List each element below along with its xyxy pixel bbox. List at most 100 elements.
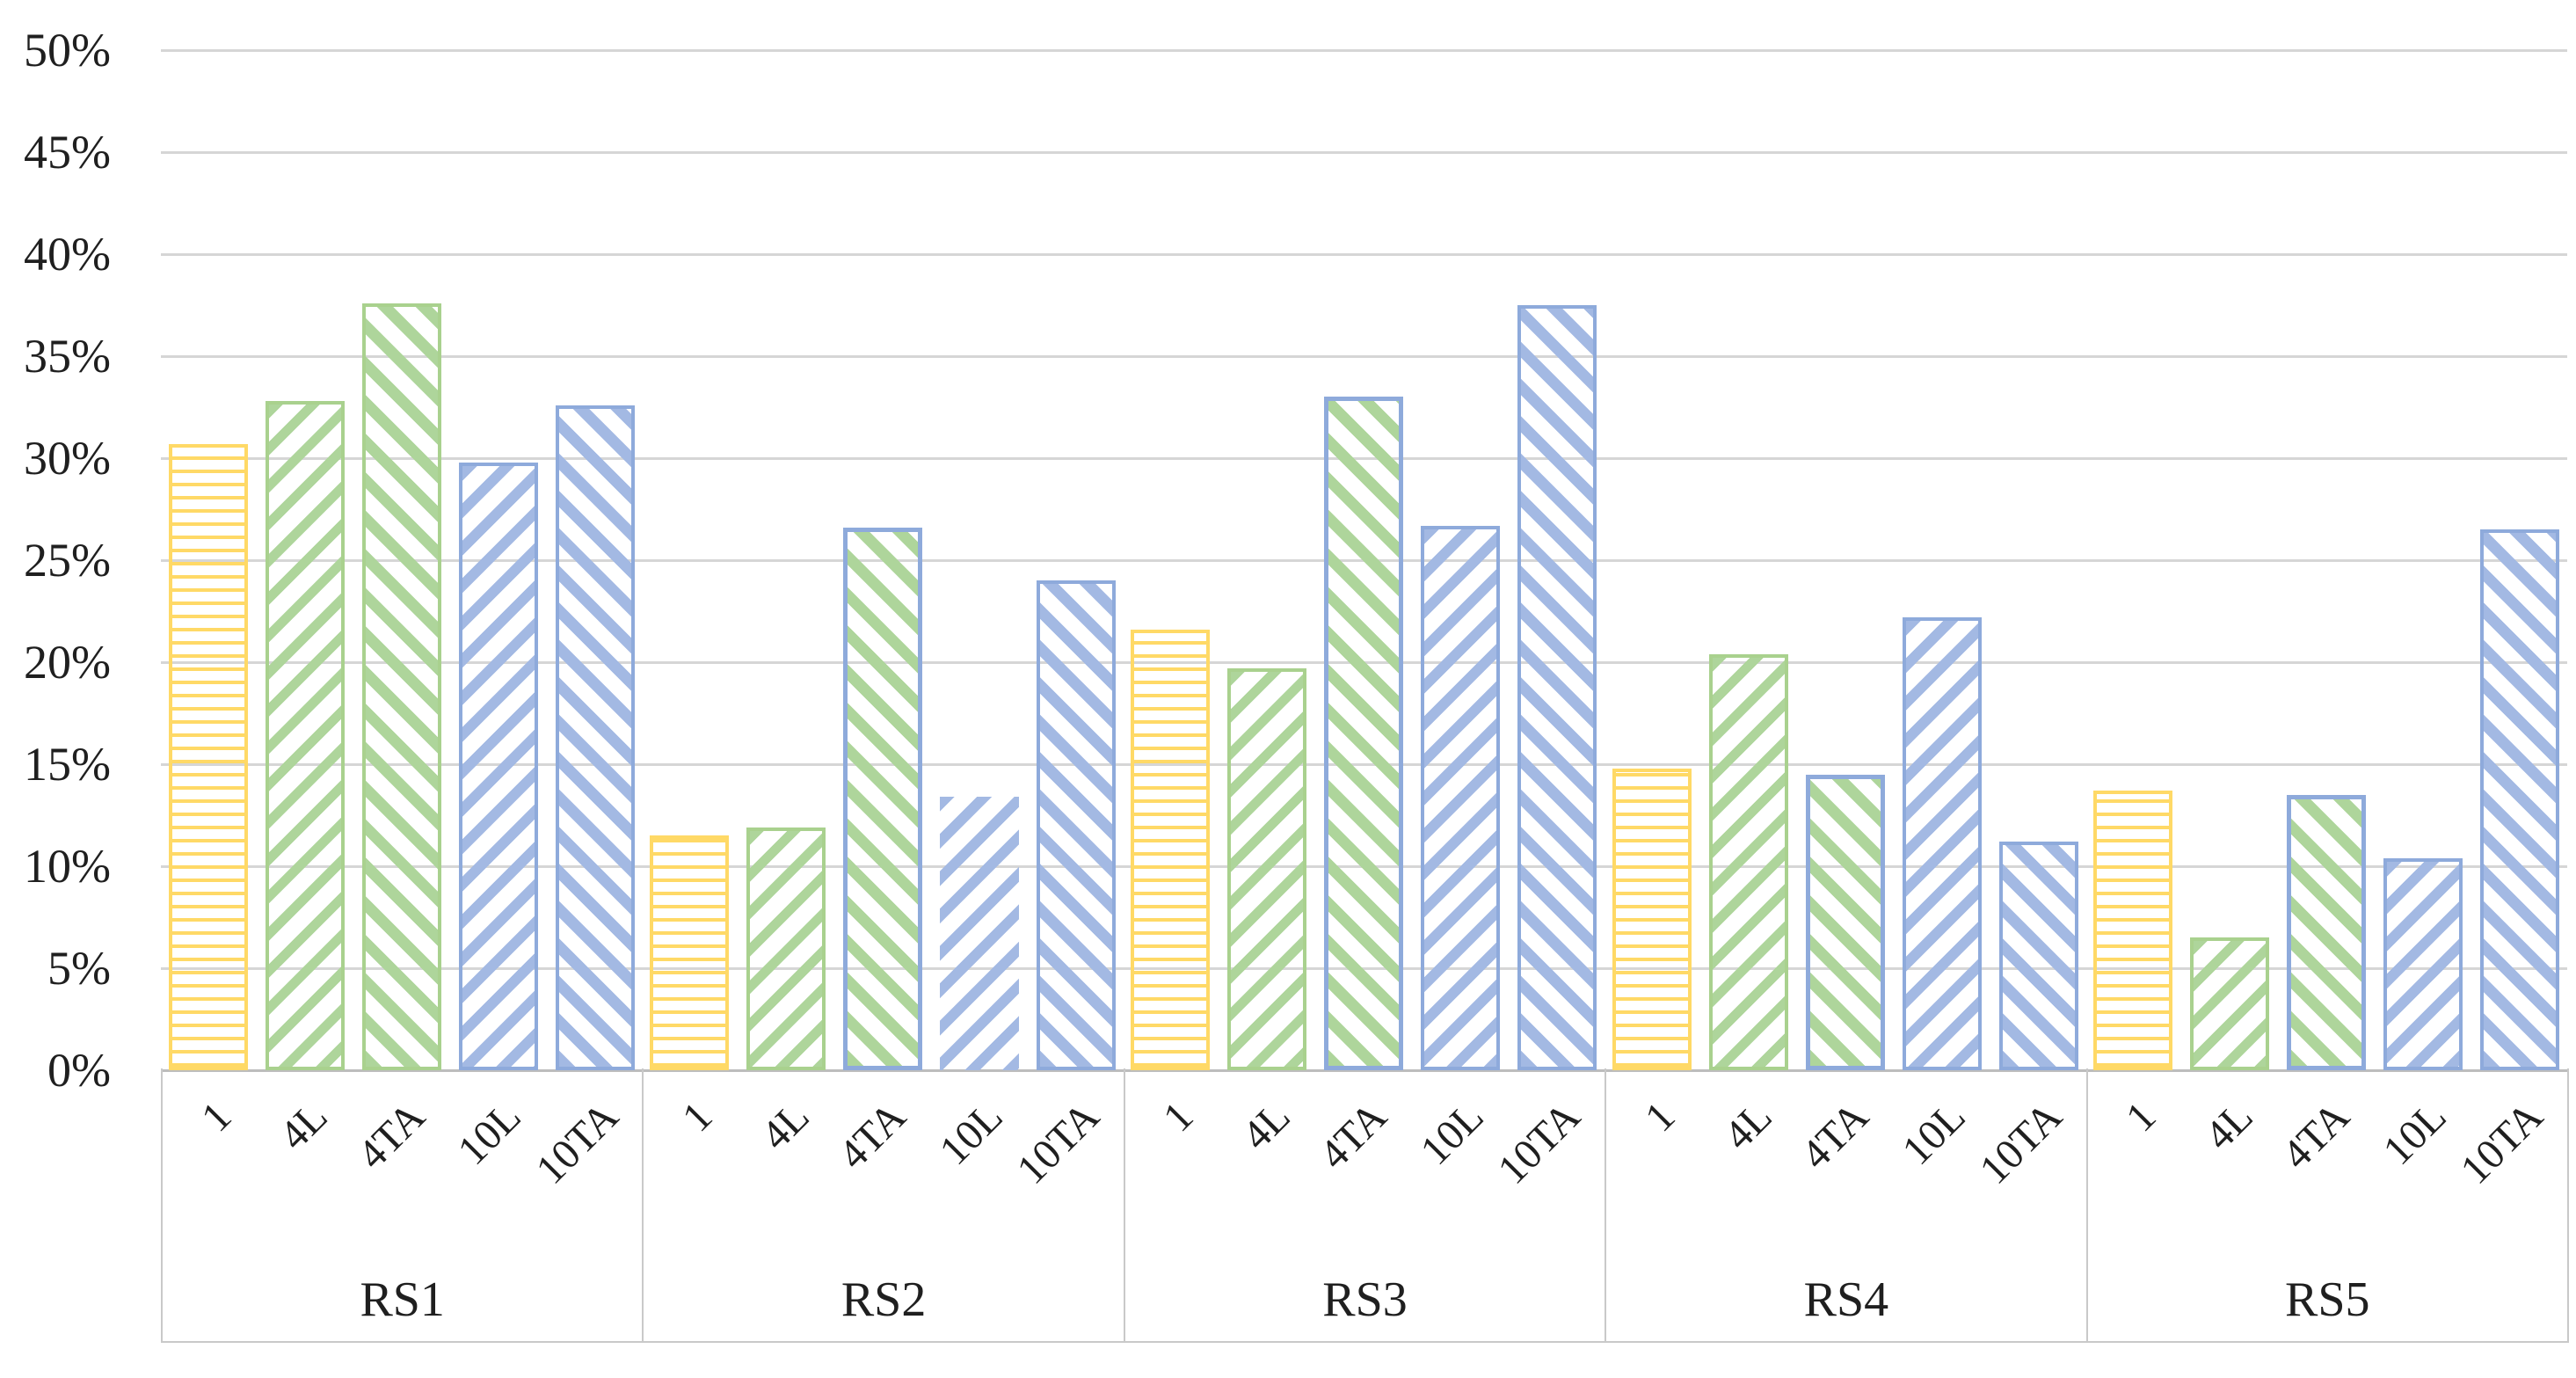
bar-tick-label-RS5-10TA: 10TA bbox=[2451, 1092, 2552, 1193]
axis-group-cell-RS5: 1 4L 4TA 10L 10TA RS5 bbox=[2085, 1068, 2567, 1341]
group-label-RS3: RS3 bbox=[1322, 1272, 1408, 1327]
bar-tick-label-RS4-10TA: 10TA bbox=[1970, 1092, 2071, 1193]
y-axis-tick-label-30%: 30% bbox=[24, 432, 111, 485]
y-axis-tick-label-50%: 50% bbox=[24, 24, 111, 77]
bar-tick-label-RS1-4TA: 4TA bbox=[348, 1092, 434, 1178]
y-axis-tick-label-35%: 35% bbox=[24, 330, 111, 383]
tick-slot: 4L bbox=[266, 1068, 346, 1218]
group-label-RS2: RS2 bbox=[840, 1272, 927, 1327]
tick-slot: 10TA bbox=[527, 1068, 636, 1218]
bar-RS2-1 bbox=[650, 835, 730, 1070]
bar-RS5-10L bbox=[2383, 857, 2463, 1070]
bar-RS5-4L bbox=[2190, 937, 2270, 1070]
bar-tick-label-RS3-4L: 4L bbox=[1233, 1092, 1299, 1160]
y-axis-tick-label-15%: 15% bbox=[24, 738, 111, 791]
tick-slot: 1 bbox=[1613, 1068, 1692, 1218]
gridline-45% bbox=[161, 151, 2567, 154]
bar-tick-label-RS4-1: 1 bbox=[1635, 1092, 1685, 1141]
bar-tick-label-RS1-10TA: 10TA bbox=[527, 1092, 628, 1193]
bar-tick-label-row-RS1: 1 4L 4TA 10L 10TA bbox=[163, 1068, 642, 1218]
tick-slot: 4L bbox=[1228, 1068, 1307, 1218]
tick-slot: 4TA bbox=[348, 1068, 442, 1218]
bar-tick-label-RS5-10L: 10L bbox=[2374, 1092, 2456, 1175]
plot-area bbox=[161, 49, 2567, 1072]
axis-group-cell-RS3: 1 4L 4TA 10L 10TA RS3 bbox=[1123, 1068, 1605, 1341]
tick-slot: 4TA bbox=[1792, 1068, 1886, 1218]
bar-RS1-10TA bbox=[555, 405, 635, 1070]
bar-group-RS1 bbox=[161, 50, 642, 1070]
bar-tick-label-RS3-10L: 10L bbox=[1411, 1092, 1493, 1175]
category-axis-box: 1 4L 4TA 10L 10TA RS1 1 4L 4TA 10L 10TA RS2 1 4L 4TA 10… bbox=[161, 1068, 2569, 1343]
y-axis-tick-label-40%: 40% bbox=[24, 228, 111, 281]
axis-group-cell-RS1: 1 4L 4TA 10L 10TA RS1 bbox=[161, 1068, 642, 1341]
bar-tick-label-RS5-1: 1 bbox=[2117, 1092, 2165, 1141]
bar-RS1-10L bbox=[458, 462, 538, 1070]
group-label-RS5: RS5 bbox=[2285, 1272, 2370, 1327]
y-axis-tick-label-25%: 25% bbox=[24, 534, 111, 587]
bar-RS1-1 bbox=[168, 443, 248, 1070]
tick-slot: 1 bbox=[170, 1068, 249, 1218]
bar-group-RS4 bbox=[1605, 50, 2085, 1070]
bar-tick-label-row-RS4: 1 4L 4TA 10L 10TA bbox=[1606, 1068, 2085, 1218]
bar-RS5-10TA bbox=[2480, 529, 2560, 1070]
tick-slot: 1 bbox=[2094, 1068, 2173, 1218]
bar-RS3-4TA bbox=[1324, 397, 1404, 1070]
gridline-50% bbox=[161, 49, 2567, 52]
gridline-40% bbox=[161, 253, 2567, 256]
tick-slot: 10L bbox=[2374, 1068, 2463, 1218]
group-label-RS4: RS4 bbox=[1803, 1272, 1889, 1327]
bar-RS5-1 bbox=[2093, 791, 2173, 1070]
y-axis-tick-label-20%: 20% bbox=[24, 636, 111, 689]
bar-tick-label-row-RS3: 1 4L 4TA 10L 10TA bbox=[1125, 1068, 1605, 1218]
bar-tick-label-RS3-1: 1 bbox=[1154, 1092, 1203, 1141]
tick-slot: 1 bbox=[1132, 1068, 1211, 1218]
bar-RS2-4L bbox=[746, 827, 826, 1070]
bar-tick-label-RS1-1: 1 bbox=[192, 1092, 241, 1141]
tick-slot: 4TA bbox=[1311, 1068, 1404, 1218]
x-axis-line bbox=[161, 1069, 2567, 1072]
y-axis-tick-label-5%: 5% bbox=[47, 942, 111, 995]
tick-slot: 10L bbox=[930, 1068, 1020, 1218]
axis-group-cell-RS4: 1 4L 4TA 10L 10TA RS4 bbox=[1605, 1068, 2085, 1341]
tick-slot: 10TA bbox=[1970, 1068, 2079, 1218]
bar-tick-label-row-RS2: 1 4L 4TA 10L 10TA bbox=[644, 1068, 1123, 1218]
bar-RS3-1 bbox=[1131, 629, 1211, 1070]
bar-group-RS3 bbox=[1124, 50, 1605, 1070]
tick-slot: 4L bbox=[1710, 1068, 1789, 1218]
bar-tick-label-RS2-4TA: 4TA bbox=[829, 1092, 915, 1178]
bar-RS2-10L bbox=[940, 797, 1020, 1070]
bar-RS3-4L bbox=[1227, 667, 1307, 1070]
bar-tick-label-RS2-4L: 4L bbox=[752, 1092, 819, 1160]
y-axis-tick-label-10%: 10% bbox=[24, 840, 111, 893]
y-axis-tick-label-45%: 45% bbox=[24, 126, 111, 179]
tick-slot: 1 bbox=[651, 1068, 730, 1218]
tick-slot: 10L bbox=[1893, 1068, 1983, 1218]
bar-tick-label-RS5-4TA: 4TA bbox=[2273, 1092, 2359, 1178]
tick-slot: 10TA bbox=[1008, 1068, 1117, 1218]
tick-slot: 4TA bbox=[829, 1068, 923, 1218]
axis-group-cell-RS2: 1 4L 4TA 10L 10TA RS2 bbox=[642, 1068, 1123, 1341]
tick-slot: 4L bbox=[747, 1068, 826, 1218]
bar-RS4-10TA bbox=[1998, 842, 2078, 1070]
bar-tick-label-RS4-4L: 4L bbox=[1714, 1092, 1781, 1160]
tick-slot: 4L bbox=[2191, 1068, 2270, 1218]
bar-group-RS2 bbox=[642, 50, 1123, 1070]
tick-slot: 10L bbox=[449, 1068, 539, 1218]
bar-RS2-10TA bbox=[1037, 580, 1117, 1070]
bar-tick-label-RS3-10TA: 10TA bbox=[1488, 1092, 1590, 1193]
bar-RS1-4L bbox=[265, 401, 345, 1070]
bar-RS4-10L bbox=[1902, 616, 1982, 1070]
bar-group-RS5 bbox=[2086, 50, 2567, 1070]
bar-tick-label-row-RS5: 1 4L 4TA 10L 10TA bbox=[2088, 1068, 2567, 1218]
bar-RS1-4TA bbox=[361, 303, 441, 1070]
y-axis-tick-label-0%: 0% bbox=[47, 1044, 111, 1097]
bar-tick-label-RS4-10L: 10L bbox=[1893, 1092, 1975, 1175]
bar-tick-label-RS2-1: 1 bbox=[673, 1092, 722, 1141]
bar-RS5-4TA bbox=[2287, 794, 2367, 1070]
bar-tick-label-RS2-10L: 10L bbox=[930, 1092, 1012, 1175]
bar-tick-label-RS5-4L: 4L bbox=[2195, 1092, 2262, 1160]
bar-tick-label-RS1-4L: 4L bbox=[270, 1092, 338, 1160]
tick-slot: 10TA bbox=[2452, 1068, 2560, 1218]
tick-slot: 10TA bbox=[1489, 1068, 1597, 1218]
